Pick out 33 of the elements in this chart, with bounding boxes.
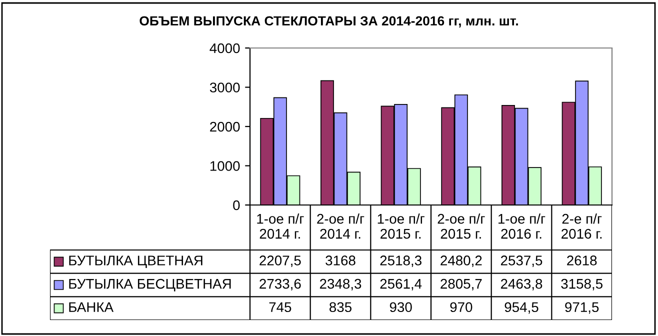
data-label: 954,5 [504, 302, 538, 314]
x-tick-label: 1-ое п/г 2015 г. [378, 214, 424, 239]
x-tick-label: 2-е п/г 2016 г. [562, 214, 602, 239]
y-tick-label: 1000 [210, 161, 240, 171]
data-label: 3168 [326, 256, 356, 266]
data-label: 930 [390, 302, 412, 312]
data-label: 2733,6 [260, 278, 301, 290]
chart-title: ОБЪЕМ ВЫПУСКА СТЕКЛОТАРЫ ЗА 2014-2016 гг, млн. шт. [140, 16, 518, 28]
x-tick-label: 1-ое п/г 2014 г. [257, 214, 304, 239]
data-label: 745 [269, 302, 292, 312]
legend-label: БАНКА [69, 302, 114, 312]
x-tick-label: 2-ое п/г 2014 г. [317, 214, 364, 239]
x-tick-label: 2-ое п/г 2015 г. [438, 214, 485, 239]
data-label: 2518,3 [380, 256, 422, 268]
x-tick-label: 1-ое п/г 2016 г. [498, 214, 546, 239]
data-label: 835 [330, 302, 352, 312]
data-label: 2207,5 [260, 256, 301, 268]
y-tick-label: 2000 [210, 122, 240, 132]
data-label: 2348,3 [320, 278, 362, 290]
data-label: 2463,8 [500, 278, 542, 290]
data-label: 2561,4 [380, 278, 422, 290]
y-tick-label: 3000 [210, 82, 240, 92]
legend-label: БУТЫЛКА ЦВЕТНАЯ [69, 256, 202, 268]
data-label: 2480,2 [440, 256, 482, 268]
y-tick-label: 0 [233, 200, 240, 210]
data-label: 2537,5 [500, 256, 542, 268]
data-label: 971,5 [565, 302, 599, 314]
data-label: 970 [450, 302, 472, 312]
data-label: 2618 [567, 256, 597, 266]
legend-label: БУТЫЛКА БЕСЦВЕТНАЯ [69, 278, 231, 292]
data-label: 3158,5 [561, 278, 602, 290]
y-tick-label: 4000 [210, 43, 240, 54]
data-label: 2805,7 [440, 278, 482, 290]
